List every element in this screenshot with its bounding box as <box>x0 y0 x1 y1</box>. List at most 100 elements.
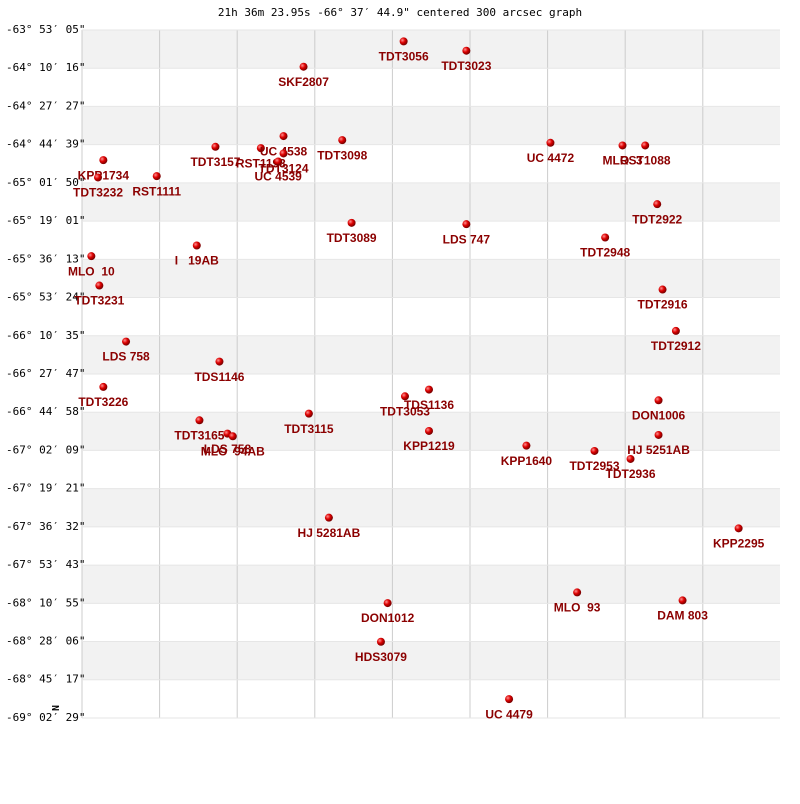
star <box>653 200 662 209</box>
y-tick-label: -66° 44′ 58" <box>6 405 85 418</box>
y-tick-label: -65° 36′ 13" <box>6 252 85 265</box>
star <box>215 357 224 366</box>
star <box>228 432 237 441</box>
chart-title: 21h 36m 23.95s -66° 37′ 44.9" centered 3… <box>218 6 582 19</box>
star-label: TDT3053 <box>380 404 430 418</box>
star <box>87 252 96 261</box>
star-label: LDS 758 <box>102 350 150 364</box>
star <box>522 441 531 450</box>
star <box>274 157 283 166</box>
y-tick-label: -69° 02′ 29" <box>6 711 85 724</box>
y-tick-label: -63° 53′ 05" <box>6 23 85 36</box>
star-label: TDT2948 <box>580 246 630 260</box>
star <box>654 430 663 439</box>
star <box>424 385 433 394</box>
star-label: KPP1219 <box>403 439 455 453</box>
band <box>82 488 780 527</box>
star-label: LDS 758 <box>204 442 252 456</box>
y-tick-label: -68° 28′ 06" <box>6 635 85 648</box>
star-label: UC 4539 <box>254 170 302 184</box>
star-label: HJ 5281AB <box>298 526 361 540</box>
star <box>195 416 204 425</box>
star <box>505 695 514 704</box>
star <box>658 285 667 294</box>
star-label: TDT3226 <box>78 395 128 409</box>
star-label: TDT3098 <box>317 148 367 162</box>
star-label: MLO 93 <box>554 601 601 615</box>
band <box>82 565 780 604</box>
star <box>376 637 385 646</box>
star-label: TDT2922 <box>632 212 682 226</box>
y-tick-label: -68° 10′ 55" <box>6 596 85 609</box>
y-tick-label: -67° 19′ 21" <box>6 482 85 495</box>
star-label: TDT2953 <box>569 459 619 473</box>
star-label: TDS1136 <box>404 398 454 412</box>
star <box>400 392 409 401</box>
star <box>590 446 599 455</box>
band <box>82 106 780 145</box>
band <box>82 30 780 69</box>
star-label: TDT3124 <box>259 162 309 176</box>
star <box>279 149 288 158</box>
y-tick-label: -65° 53′ 24" <box>6 291 85 304</box>
star-label: DON1006 <box>632 408 686 422</box>
star-label: TDT3056 <box>379 50 429 64</box>
star <box>256 144 265 153</box>
star <box>99 382 108 391</box>
star-label: DON1012 <box>361 611 415 625</box>
star <box>671 326 680 335</box>
star <box>299 62 308 71</box>
star-label: SKF2807 <box>278 75 329 89</box>
star <box>462 46 471 55</box>
star-label: RST1193 <box>236 156 286 170</box>
star <box>573 588 582 597</box>
star-label: KPP1734 <box>78 168 130 182</box>
star <box>211 142 220 151</box>
star <box>399 37 408 46</box>
star-label: TDT3023 <box>441 59 491 73</box>
star <box>424 426 433 435</box>
star <box>324 513 333 522</box>
orientation-label: N <box>51 705 62 711</box>
y-tick-label: -67° 02′ 09" <box>6 443 85 456</box>
star <box>383 599 392 608</box>
star-label: LDS 747 <box>443 232 491 246</box>
star <box>99 156 108 165</box>
star <box>678 596 687 605</box>
star-label: TDT2916 <box>638 298 688 312</box>
star-label: TDT3115 <box>284 422 334 436</box>
star-label: TDS1146 <box>194 370 244 384</box>
star-label: MLO 94AB <box>201 444 265 458</box>
y-tick-label: -66° 27′ 47" <box>6 367 85 380</box>
y-tick-label: -68° 45′ 17" <box>6 673 85 686</box>
star <box>626 454 635 463</box>
star-label: TDT3231 <box>74 294 124 308</box>
y-tick-label: -65° 19′ 01" <box>6 214 85 227</box>
star-label: MLO 10 <box>68 264 115 278</box>
star-label: KPP2295 <box>713 537 765 551</box>
star-label: HJ 5251AB <box>627 443 690 457</box>
star-label: KPP1640 <box>501 454 553 468</box>
star <box>122 337 131 346</box>
y-tick-label: -67° 36′ 32" <box>6 520 85 533</box>
band <box>82 335 780 375</box>
star <box>338 136 347 145</box>
star <box>641 141 650 150</box>
star <box>192 241 201 250</box>
star <box>304 409 313 418</box>
star-label: DAM 803 <box>657 609 708 623</box>
star-label: TDT3089 <box>327 231 377 245</box>
star-label: TDT2936 <box>606 467 656 481</box>
star-label: TDT3232 <box>73 186 123 200</box>
star-label: UC 4472 <box>527 151 575 165</box>
plot-area: -63° 53′ 05" -64° 10′ 16" -64° 27′ 27" -64°… <box>6 23 780 724</box>
star <box>95 281 104 290</box>
star <box>152 172 161 181</box>
star-label: MLO 3 <box>603 154 643 168</box>
star-label: HDS3079 <box>355 650 407 664</box>
y-tick-label: -64° 27′ 27" <box>6 99 85 112</box>
star <box>654 396 663 405</box>
star-label: TDT3157 <box>190 155 240 169</box>
star-label: TDT2912 <box>651 339 701 353</box>
